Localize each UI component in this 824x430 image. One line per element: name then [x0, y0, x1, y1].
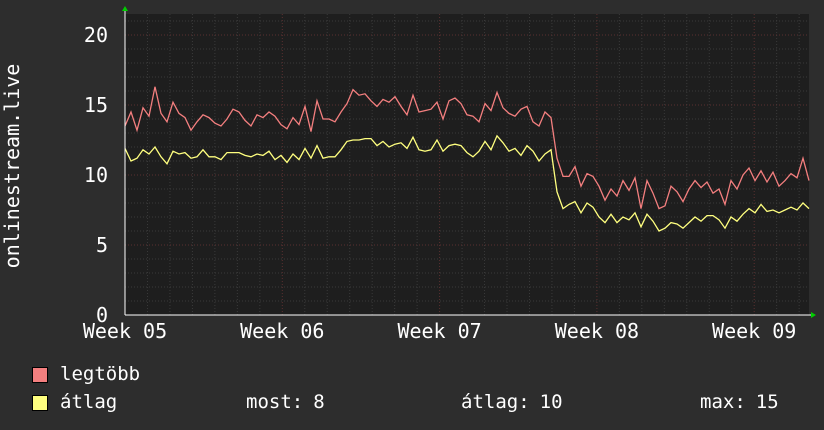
y-tick-label: 10 [84, 163, 108, 187]
legend-row-max: legtöbb [32, 363, 812, 386]
x-tick-label: Week 05 [83, 319, 167, 343]
series-line-max [124, 86, 810, 210]
legend-swatch-max [32, 367, 48, 383]
x-tick-label: Week 08 [555, 319, 639, 343]
y-tick-label: 5 [96, 233, 108, 257]
legend-swatch-avg [32, 395, 48, 411]
stat-max-label: max: [700, 391, 746, 413]
y-tick-label: 15 [84, 93, 108, 117]
stat-max-value: 15 [755, 391, 779, 413]
stat-avg-value: 10 [539, 391, 563, 413]
stat-now-label: most: [246, 391, 304, 413]
x-axis-arrow [811, 312, 816, 318]
legend-label-avg: átlag [60, 391, 118, 413]
y-tick-label: 0 [96, 303, 108, 327]
y-axis-arrow [122, 6, 128, 11]
stat-avg-label: átlag: [461, 391, 530, 413]
y-axis-title: onlinestream.live [0, 56, 24, 276]
y-axis-title-text: onlinestream.live [0, 63, 24, 269]
legend-label-max: legtöbb [60, 363, 141, 385]
plot-background [125, 14, 809, 315]
x-tick-label: Week 06 [240, 319, 324, 343]
x-tick-label: Week 07 [397, 319, 481, 343]
series-line-avg [124, 134, 810, 232]
stat-avg: átlag: 10 [461, 391, 563, 413]
x-tick-label: Week 09 [712, 319, 796, 343]
stat-now: most: 8 [246, 391, 325, 413]
stat-max: max: 15 [700, 391, 779, 413]
y-tick-label: 20 [84, 23, 108, 47]
stat-now-value: 8 [313, 391, 325, 413]
legend-row-avg: átlag most: 8 átlag: 10 max: 15 [32, 391, 812, 414]
